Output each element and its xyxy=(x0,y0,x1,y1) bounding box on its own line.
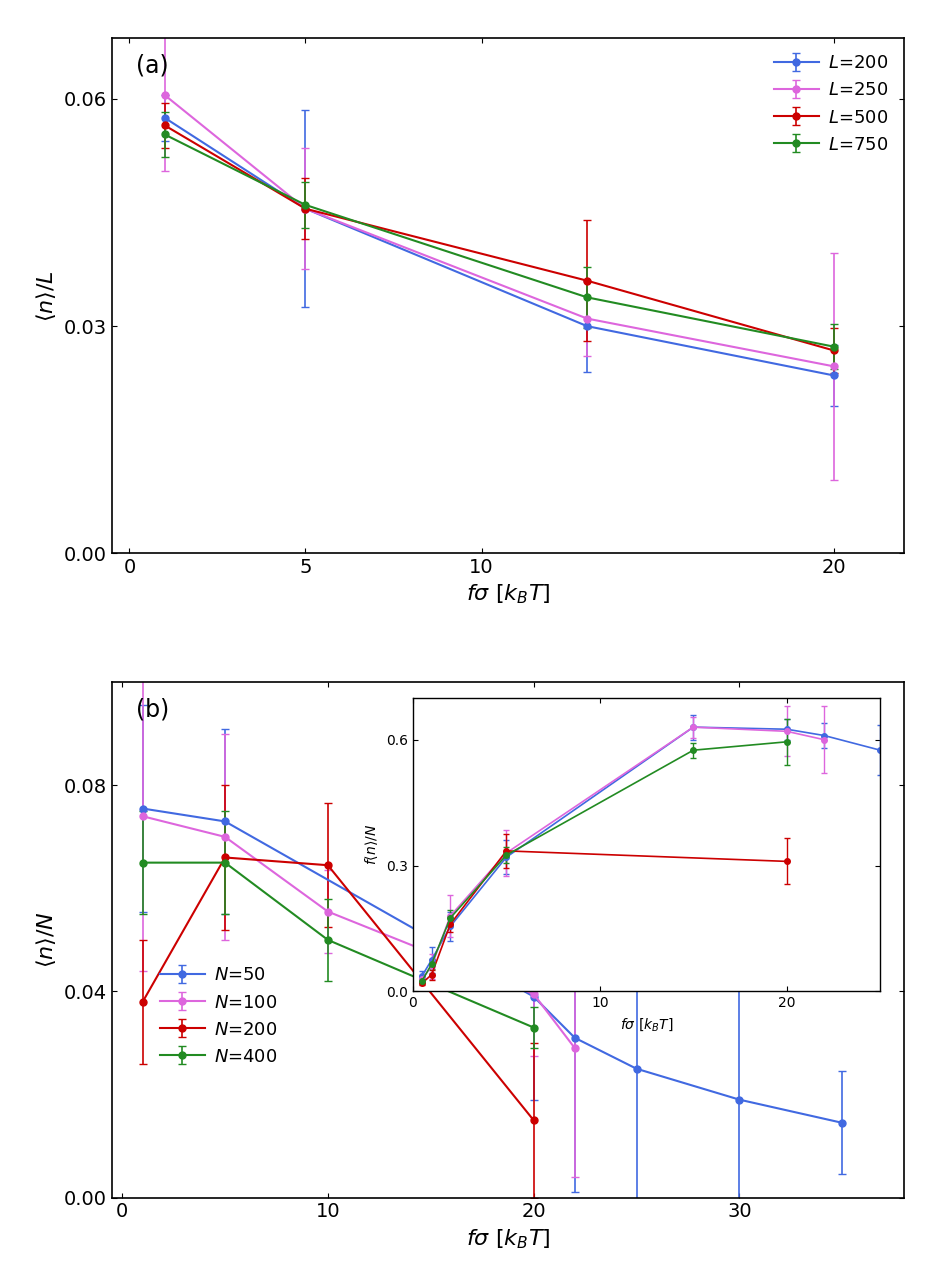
Text: (a): (a) xyxy=(136,54,169,78)
X-axis label: $f\sigma\ [k_BT]$: $f\sigma\ [k_BT]$ xyxy=(466,1227,550,1251)
Legend: $\it{N}$=50, $\it{N}$=100, $\it{N}$=200, $\it{N}$=400: $\it{N}$=50, $\it{N}$=100, $\it{N}$=200,… xyxy=(153,959,284,1073)
Y-axis label: $\langle n\rangle/N$: $\langle n\rangle/N$ xyxy=(34,911,59,968)
Legend: $\it{L}$=200, $\it{L}$=250, $\it{L}$=500, $\it{L}$=750: $\it{L}$=200, $\it{L}$=250, $\it{L}$=500… xyxy=(766,47,895,161)
Y-axis label: $\langle n\rangle/L$: $\langle n\rangle/L$ xyxy=(34,270,59,322)
Text: (b): (b) xyxy=(136,698,169,722)
X-axis label: $f\sigma\ [k_BT]$: $f\sigma\ [k_BT]$ xyxy=(466,583,550,606)
